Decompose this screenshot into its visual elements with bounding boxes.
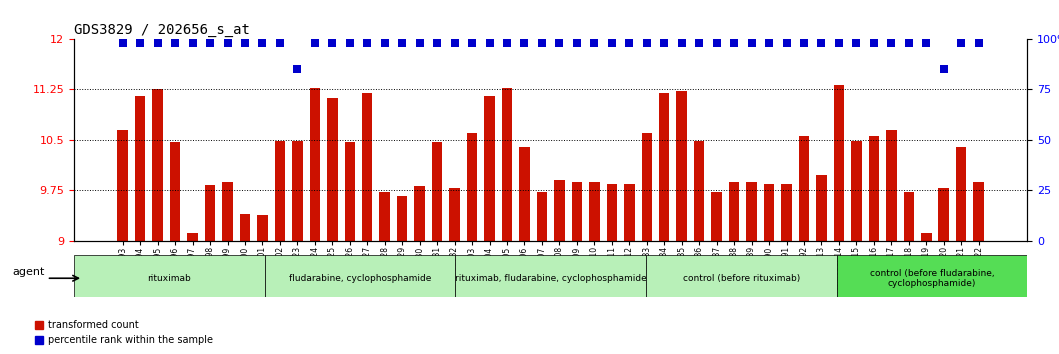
Bar [239, 214, 250, 241]
FancyBboxPatch shape [74, 255, 265, 297]
Bar [624, 184, 634, 241]
Bar [432, 142, 443, 241]
Bar [712, 192, 722, 241]
Bar [642, 133, 652, 241]
FancyBboxPatch shape [646, 255, 837, 297]
Bar [222, 182, 233, 241]
Bar [677, 91, 687, 241]
Text: control (before fludarabine,
cyclophosphamide): control (before fludarabine, cyclophosph… [869, 269, 994, 288]
Bar [903, 192, 914, 241]
Text: rituximab: rituximab [147, 274, 192, 283]
Bar [764, 184, 774, 241]
Bar [467, 133, 478, 241]
Bar [607, 184, 617, 241]
Bar [782, 184, 792, 241]
Text: fludarabine, cyclophosphamide: fludarabine, cyclophosphamide [289, 274, 431, 283]
Bar [519, 147, 530, 241]
Bar [554, 180, 564, 241]
Bar [729, 182, 739, 241]
Bar [292, 141, 303, 241]
Bar [397, 196, 408, 241]
Bar [537, 192, 548, 241]
Bar [274, 141, 285, 241]
Bar [659, 93, 669, 241]
Bar [747, 182, 757, 241]
Bar [868, 136, 879, 241]
Text: rituximab, fludarabine, cyclophosphamide: rituximab, fludarabine, cyclophosphamide [454, 274, 647, 283]
Bar [886, 130, 897, 241]
FancyBboxPatch shape [455, 255, 646, 297]
Bar [589, 182, 599, 241]
Text: control (before rituximab): control (before rituximab) [683, 274, 800, 283]
Bar [414, 185, 425, 241]
Bar [956, 147, 967, 241]
Bar [204, 185, 215, 241]
Bar [379, 192, 390, 241]
Bar [694, 141, 704, 241]
Bar [816, 175, 827, 241]
Bar [833, 85, 844, 241]
Bar [257, 215, 268, 241]
Bar [484, 96, 495, 241]
Bar [152, 90, 163, 241]
Bar [449, 188, 460, 241]
Text: GDS3829 / 202656_s_at: GDS3829 / 202656_s_at [74, 23, 250, 36]
Bar [169, 142, 180, 241]
Bar [851, 141, 862, 241]
Bar [362, 93, 373, 241]
Bar [798, 136, 809, 241]
Bar [118, 130, 128, 241]
Text: agent: agent [13, 267, 46, 277]
Bar [572, 182, 582, 241]
Legend: transformed count, percentile rank within the sample: transformed count, percentile rank withi… [32, 316, 217, 349]
Bar [938, 188, 949, 241]
Bar [502, 88, 513, 241]
Bar [921, 233, 932, 241]
Bar [973, 182, 984, 241]
Bar [134, 96, 145, 241]
Bar [309, 88, 320, 241]
FancyBboxPatch shape [265, 255, 455, 297]
Bar [344, 142, 355, 241]
Bar [327, 98, 338, 241]
Bar [187, 233, 198, 241]
FancyBboxPatch shape [837, 255, 1027, 297]
